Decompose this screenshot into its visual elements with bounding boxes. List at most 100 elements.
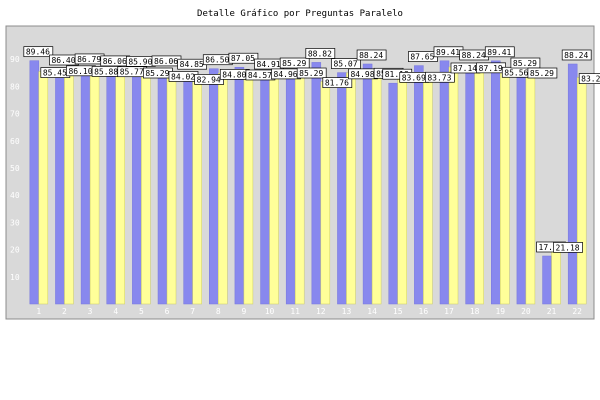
data-label-series-1: 88.24 [356, 49, 387, 61]
data-label-box [279, 57, 310, 69]
bar-series-2 [64, 69, 74, 305]
y-tick-label: 70 [10, 110, 20, 119]
data-label-series-1: 88.82 [305, 48, 336, 59]
bar-series-1 [337, 72, 347, 305]
data-label-series-2: 82.94 [194, 74, 224, 85]
bar-series-2 [89, 70, 100, 305]
data-label-text: 84.98 [350, 70, 374, 79]
bar-series-2 [423, 76, 433, 305]
data-label-text: 85.07 [333, 60, 357, 69]
data-label-box [553, 242, 583, 253]
data-label-text: 86.40 [51, 56, 75, 65]
data-label-series-1: 86.40 [49, 54, 79, 66]
data-label-text: 85.88 [94, 67, 118, 76]
bar-series-1 [285, 71, 296, 305]
data-label-text: 85.29 [299, 69, 323, 78]
bar-series-2 [218, 73, 228, 305]
x-tick-label: 15 [393, 307, 403, 316]
bar-series-2 [500, 71, 510, 305]
data-label-text: 89.41 [487, 48, 511, 57]
x-tick-label: 1 [36, 307, 41, 316]
x-tick-label: 18 [470, 307, 480, 316]
data-label-series-2: 81.76 [322, 77, 353, 88]
x-tick-label: 4 [113, 307, 118, 316]
data-label-box [561, 49, 592, 61]
y-tick-label: 10 [10, 273, 20, 282]
y-tick-label: 20 [10, 246, 20, 255]
data-label-series-2: 85.88 [91, 66, 122, 77]
data-label-text: 84.80 [222, 70, 246, 79]
x-tick-label: 2 [62, 307, 67, 316]
data-label-series-2: 85.29 [143, 67, 173, 79]
data-label-series-2: 85.29 [296, 67, 327, 79]
x-tick-label: 17 [444, 307, 454, 316]
x-tick-label: 7 [190, 307, 195, 316]
data-label-box [578, 73, 600, 84]
data-label-text: 84.91 [257, 60, 281, 69]
bar-series-1 [567, 63, 578, 305]
data-label-series-2: 85.45 [40, 67, 71, 78]
bar-series-2 [269, 72, 279, 305]
bar-series-1 [55, 68, 65, 305]
data-label-text: 85.77 [120, 68, 144, 77]
x-tick-label: 13 [342, 307, 352, 316]
data-label-series-1: 84.91 [254, 58, 284, 70]
data-label-text: 84.02 [171, 72, 195, 81]
bar-series-2 [346, 72, 356, 305]
data-label-text: 81.18 [385, 70, 409, 79]
bar-series-1 [542, 255, 552, 305]
data-label-box [425, 71, 455, 83]
y-axis: 10 20 30 40 50 60 70 80 90 [10, 55, 20, 282]
data-labels: 89.4685.4586.4086.1086.7985.8886.0685.77… [23, 46, 600, 253]
bar-series-2 [474, 66, 484, 305]
bar-series-1 [388, 82, 398, 305]
chart-title: Detalle Gráfico por Preguntas Paralelo [197, 9, 403, 19]
data-label-text: 88.24 [462, 51, 486, 60]
y-tick-label: 80 [10, 82, 20, 91]
data-label-series-1: 84.85 [177, 58, 207, 70]
data-label-text: 86.06 [103, 57, 127, 66]
x-tick-label: 3 [88, 307, 93, 316]
data-label-box [510, 57, 541, 69]
data-label-series-1: 89.41 [484, 46, 515, 58]
data-label-text: 85.29 [145, 69, 169, 78]
x-tick-label: 11 [290, 307, 300, 316]
data-label-series-1: 85.07 [331, 58, 361, 69]
data-label-series-2: 84.80 [219, 68, 250, 80]
bar-series-1 [183, 72, 193, 305]
bar-series-2 [448, 66, 459, 305]
data-label-text: 88.24 [359, 51, 383, 60]
data-label-series-2: 84.96 [271, 68, 301, 80]
data-label-text: 82.94 [197, 75, 221, 84]
data-label-series-1: 85.29 [279, 57, 310, 69]
data-label-text: 88.24 [564, 51, 588, 60]
data-label-text: 84.57 [248, 71, 272, 80]
data-label-text: 85.45 [43, 69, 67, 78]
data-label-series-2: 84.02 [168, 71, 199, 82]
data-label-text: 86.79 [77, 55, 101, 64]
data-label-text: 83.69 [402, 73, 426, 82]
data-label-text: 85.29 [282, 59, 306, 68]
bar-series-1 [132, 70, 142, 305]
bar-series-1 [260, 72, 270, 305]
bar-series-1 [106, 69, 116, 305]
data-label-text: 83.73 [427, 73, 451, 82]
x-tick-label: 5 [139, 307, 144, 316]
data-label-series-2: 85.77 [117, 66, 148, 78]
bar-series-1 [439, 60, 450, 305]
data-label-series-1: 86.06 [151, 55, 182, 67]
bar-series-1 [29, 60, 40, 305]
data-label-text: 81.76 [325, 79, 349, 88]
data-label-text: 86.50 [205, 56, 229, 65]
bar-series-2 [294, 71, 305, 305]
data-label-series-1: 86.50 [202, 54, 233, 66]
data-label-box [527, 67, 558, 79]
data-label-text: 17.65 [539, 243, 563, 252]
data-label-box [228, 52, 259, 64]
x-tick-label: 16 [419, 307, 429, 316]
data-label-text: 83.24 [581, 75, 600, 84]
bar-series-2 [115, 70, 125, 305]
bars [29, 60, 587, 305]
bar-series-1 [362, 63, 373, 305]
